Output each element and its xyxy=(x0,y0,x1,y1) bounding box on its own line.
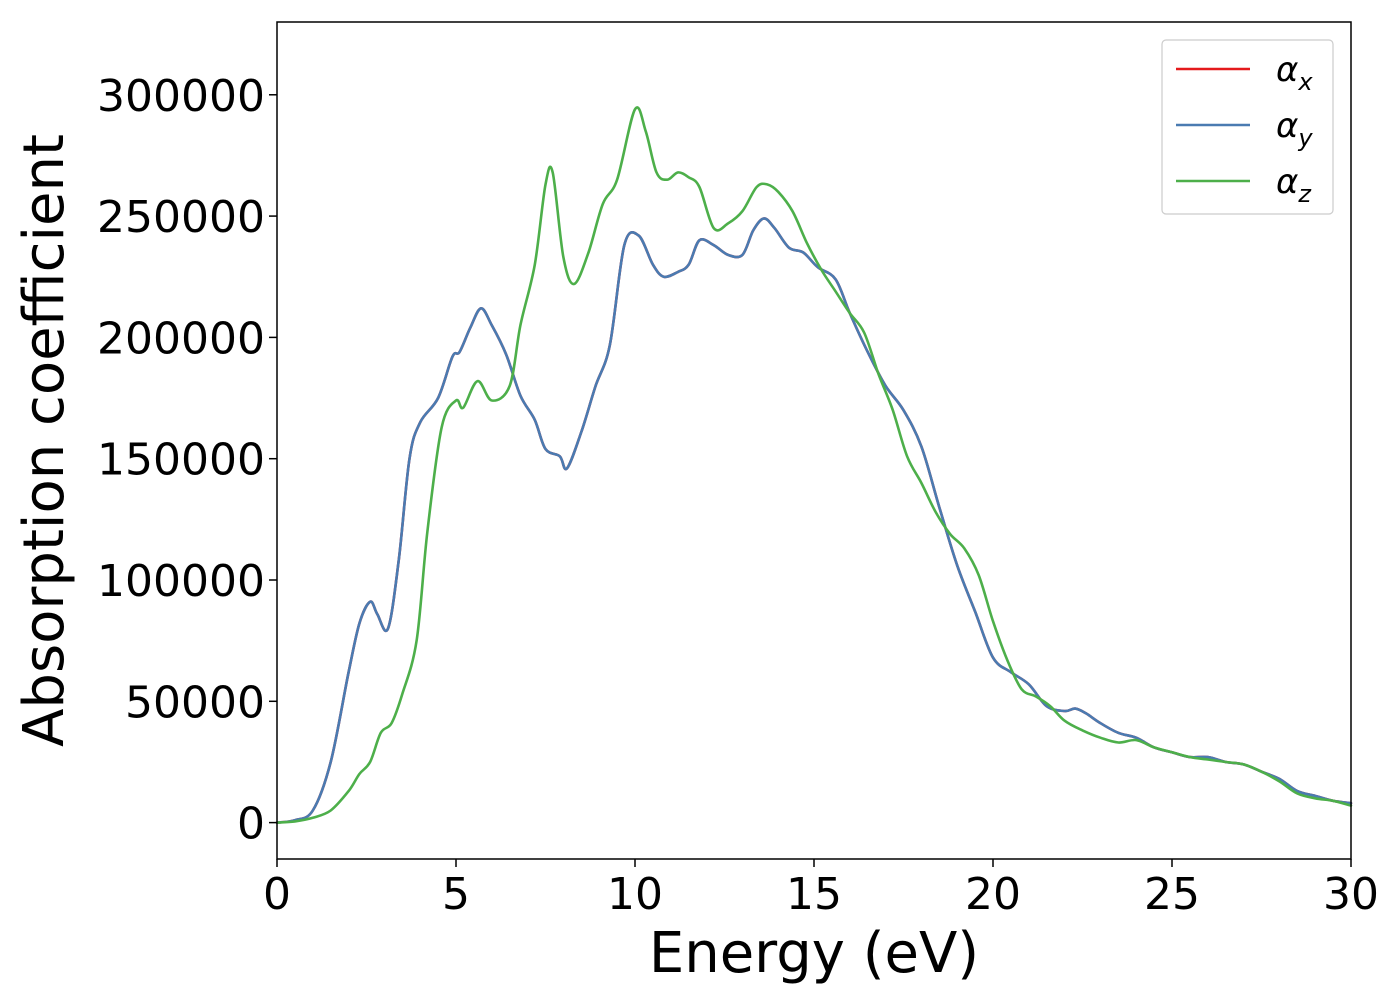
y-tick-label: 200000 xyxy=(97,313,265,364)
series-layer xyxy=(275,106,1353,824)
legend-label-z: αz xyxy=(1276,162,1312,208)
legend: αx αy αz xyxy=(1161,39,1334,215)
y-tick-label: 300000 xyxy=(97,71,265,122)
y-axis-label: Absorption coefficient xyxy=(12,134,77,747)
x-axis-ticks: 0 5 10 15 20 25 30 xyxy=(263,859,1379,920)
y-tick-label: 250000 xyxy=(97,192,265,243)
x-tick-label: 15 xyxy=(786,869,842,920)
y-axis-ticks: 0 50000 100000 150000 200000 250000 300000 xyxy=(97,71,277,850)
x-tick-label: 30 xyxy=(1323,869,1379,920)
x-tick-label: 20 xyxy=(965,869,1021,920)
series-line-z xyxy=(275,106,1353,824)
y-tick-label: 100000 xyxy=(97,556,265,607)
x-tick-label: 10 xyxy=(607,869,663,920)
x-tick-label: 5 xyxy=(442,869,470,920)
y-tick-label: 0 xyxy=(237,799,265,850)
x-tick-label: 0 xyxy=(263,869,291,920)
x-tick-label: 25 xyxy=(1144,869,1200,920)
legend-label-y: αy xyxy=(1276,106,1313,152)
x-axis-label: Energy (eV) xyxy=(649,921,979,986)
y-tick-label: 150000 xyxy=(97,435,265,486)
y-tick-label: 50000 xyxy=(125,677,265,728)
legend-box xyxy=(1161,39,1334,215)
legend-label-x: αx xyxy=(1276,50,1313,96)
series-line-y xyxy=(275,217,1353,824)
